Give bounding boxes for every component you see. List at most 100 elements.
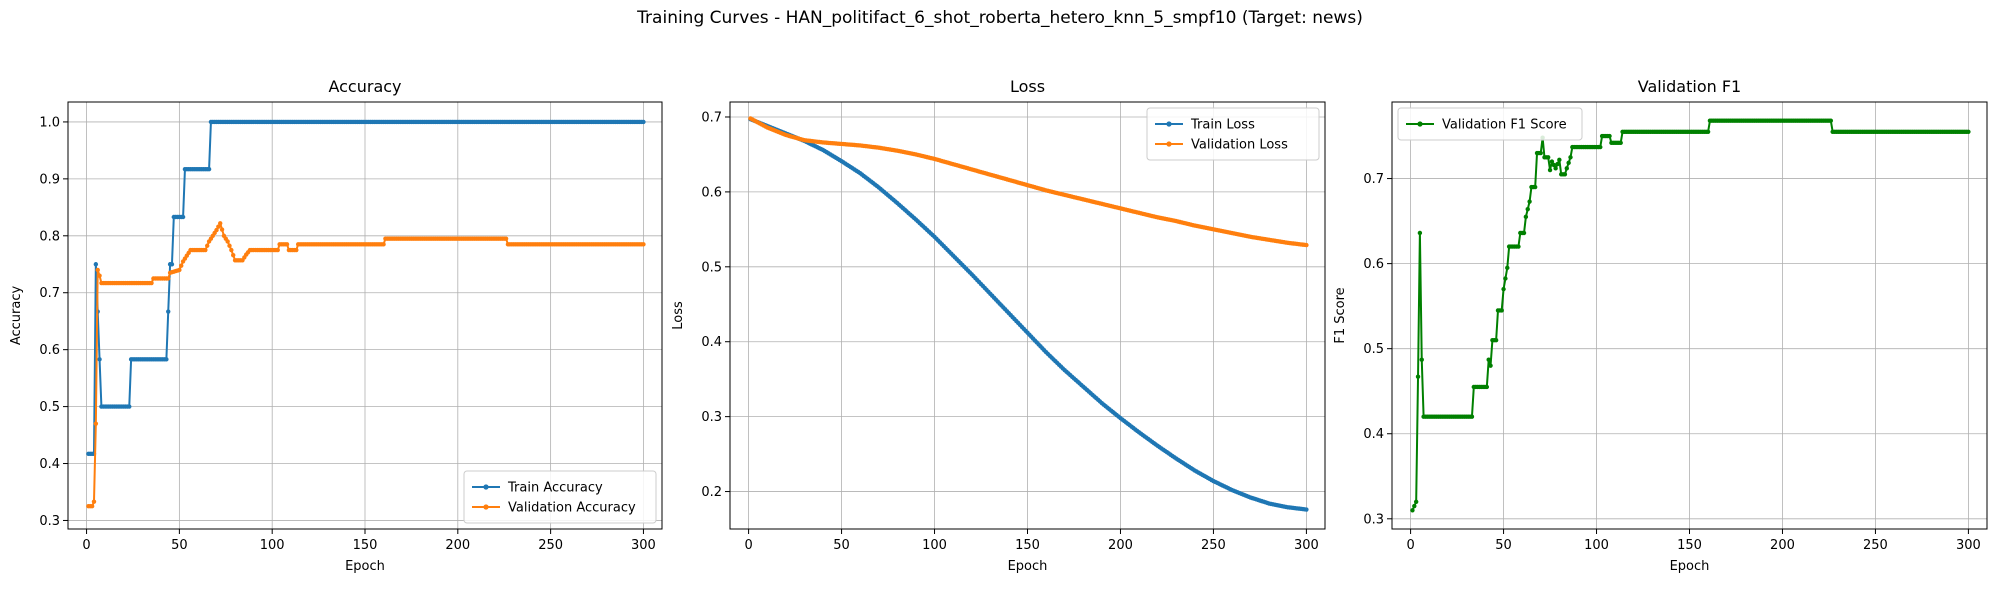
y-tick-label: 0.3 (39, 514, 60, 529)
data-point (216, 224, 221, 229)
data-point (1484, 384, 1490, 390)
x-tick-label: 100 (922, 538, 947, 553)
data-point (203, 247, 208, 253)
x-tick-label: 150 (353, 538, 378, 553)
x-tick-label: 50 (1495, 538, 1512, 553)
data-point (1547, 167, 1553, 173)
x-tick-label: 0 (1406, 538, 1414, 553)
x-tick-label: 250 (538, 538, 563, 553)
chart-title: Accuracy (328, 77, 401, 96)
x-axis-label: Epoch (1008, 559, 1048, 574)
legend-label: Train Accuracy (507, 481, 603, 496)
x-tick-label: 200 (445, 538, 470, 553)
data-point (97, 273, 102, 278)
data-point (180, 214, 186, 220)
data-point (1555, 161, 1560, 167)
data-point (1516, 244, 1521, 249)
data-point (1499, 308, 1504, 313)
series-validation-loss (748, 116, 1309, 248)
data-point (225, 239, 230, 244)
legend-marker (1166, 141, 1172, 147)
data-point (1525, 206, 1530, 212)
legend-label: Validation Loss (1191, 138, 1288, 153)
data-point (1415, 374, 1421, 379)
x-tick-label: 0 (744, 538, 752, 553)
data-point (93, 262, 99, 267)
data-point (1488, 363, 1493, 368)
x-tick-label: 300 (1294, 538, 1319, 553)
data-point (1562, 172, 1568, 177)
data-point (205, 243, 210, 248)
chart-title: Validation F1 (1638, 77, 1741, 96)
data-point (1417, 230, 1423, 236)
data-point (1551, 162, 1556, 168)
data-point (1527, 199, 1532, 204)
data-point (294, 247, 299, 253)
y-tick-label: 0.2 (701, 485, 722, 500)
y-tick-label: 0.6 (39, 343, 60, 358)
data-point (231, 252, 236, 258)
legend-label: Validation F1 Score (1442, 118, 1567, 133)
x-tick-label: 200 (1108, 538, 1133, 553)
y-tick-label: 0.7 (701, 110, 722, 125)
data-point (1412, 503, 1417, 509)
data-point (641, 119, 646, 125)
x-tick-label: 50 (833, 538, 850, 553)
legend-marker (1417, 121, 1423, 127)
legend: Train Loss Validation Loss (1146, 107, 1320, 161)
y-tick-label: 0.5 (1363, 342, 1384, 357)
data-point (1545, 155, 1551, 160)
data-point (1521, 230, 1527, 236)
plot-frame (67, 101, 663, 530)
y-axis-label: Loss (671, 301, 686, 330)
data-point (93, 421, 99, 426)
y-axis-label: Accuracy (9, 286, 24, 346)
data-point (381, 242, 386, 247)
data-point (1566, 160, 1571, 166)
data-point (218, 221, 223, 226)
grid-lines (1392, 102, 1987, 529)
x-tick-label: 150 (1677, 538, 1702, 553)
data-point (1523, 214, 1529, 220)
plot-frame (1391, 101, 1988, 530)
data-point (91, 499, 97, 504)
data-point (1493, 337, 1499, 343)
legend-box (1397, 107, 1583, 141)
data-point (1538, 150, 1543, 156)
data-point (284, 242, 290, 247)
x-axis-label: Epoch (345, 559, 385, 574)
data-point (1304, 507, 1309, 512)
data-point (503, 236, 509, 241)
data-point (89, 504, 95, 509)
data-point (1503, 276, 1508, 281)
x-tick-label: 100 (1584, 538, 1609, 553)
data-point (219, 227, 225, 232)
x-tick-label: 300 (631, 538, 656, 553)
data-point (1553, 166, 1558, 171)
legend-box (463, 470, 657, 524)
x-tick-label: 250 (1863, 538, 1888, 553)
x-tick-label: 250 (1201, 538, 1226, 553)
data-point (179, 263, 184, 268)
plot-frame (729, 101, 1326, 530)
x-axis-label: Epoch (1670, 559, 1710, 574)
data-point (229, 247, 234, 253)
legend: Validation F1 Score (1397, 107, 1583, 141)
data-point (169, 262, 175, 267)
data-point (1486, 357, 1491, 362)
grid-lines (730, 102, 1325, 529)
data-point (1469, 414, 1475, 419)
legend: Train Accuracy Validation Accuracy (463, 470, 657, 524)
data-point (641, 242, 646, 247)
data-point (1598, 144, 1603, 150)
y-tick-label: 0.7 (39, 286, 60, 301)
series-validation-f1-score (1410, 118, 1971, 513)
data-point (1966, 129, 1971, 134)
data-point (1618, 140, 1623, 146)
data-point (166, 276, 171, 281)
y-tick-label: 0.5 (701, 260, 722, 275)
y-tick-label: 0.3 (701, 410, 722, 425)
series-train-loss (748, 117, 1309, 512)
